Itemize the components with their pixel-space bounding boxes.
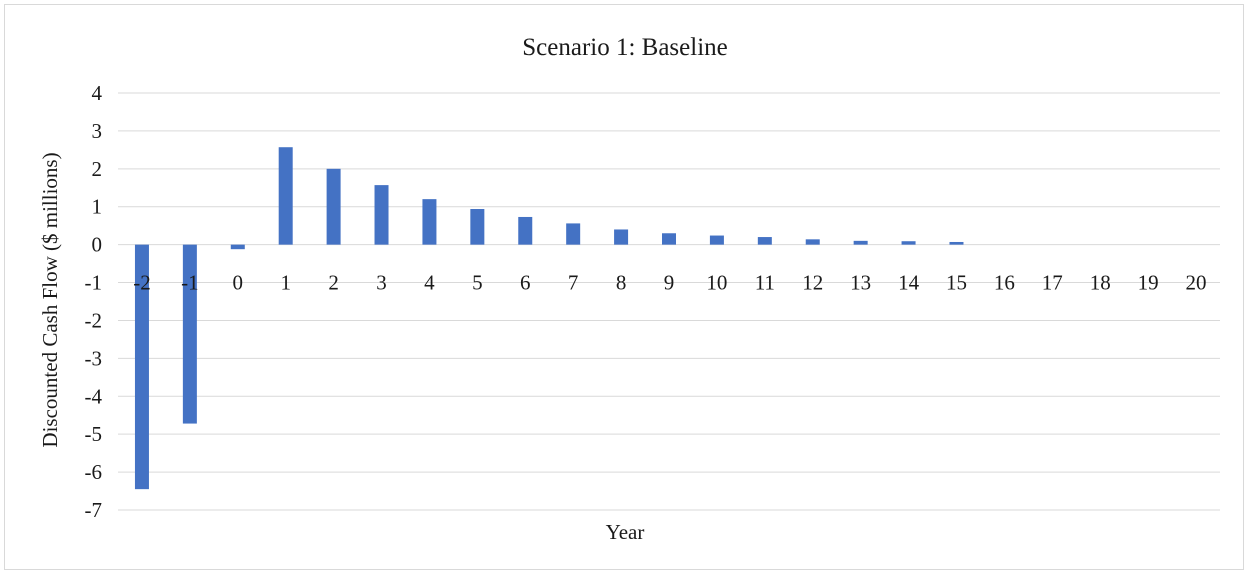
bar <box>182 244 197 424</box>
y-tick-label: -1 <box>85 271 103 295</box>
bar <box>614 229 629 245</box>
bar <box>757 237 772 245</box>
x-tick-label: 2 <box>328 271 339 295</box>
y-tick-label: 3 <box>92 119 103 143</box>
y-tick-label: -4 <box>85 384 103 408</box>
bar <box>853 240 868 245</box>
bar <box>230 244 245 250</box>
y-tick-label: 1 <box>92 195 103 219</box>
y-tick-label: -2 <box>85 308 103 332</box>
bar <box>134 244 149 490</box>
y-tick-label: -5 <box>85 422 103 446</box>
x-tick-label: 0 <box>233 271 244 295</box>
x-tick-label: 4 <box>424 271 435 295</box>
x-tick-label: 16 <box>994 271 1015 295</box>
y-axis-ticks: 4 3 2 1 0 -1 -2 -3 -4 -5 -6 -7 <box>85 81 103 522</box>
x-tick-label: 7 <box>568 271 579 295</box>
chart-frame <box>4 4 1244 570</box>
x-axis-title: Year <box>606 520 645 544</box>
y-tick-label: -6 <box>85 460 103 484</box>
x-tick-label: 17 <box>1042 271 1063 295</box>
bars <box>134 147 964 490</box>
x-tick-label: 8 <box>616 271 627 295</box>
x-axis-ticks: -2 -1 0 1 2 3 4 5 6 7 8 9 10 11 12 13 14 15 16 17 18 19 20 <box>133 271 1206 295</box>
x-tick-label: 18 <box>1090 271 1111 295</box>
y-tick-label: 2 <box>92 157 103 181</box>
bar <box>949 241 964 245</box>
y-tick-label: 4 <box>92 81 103 105</box>
chart-title: Scenario 1: Baseline <box>522 34 728 61</box>
x-tick-label: 13 <box>850 271 871 295</box>
bar <box>374 185 389 245</box>
x-tick-label: 20 <box>1186 271 1207 295</box>
x-tick-label: 1 <box>280 271 291 295</box>
bar <box>326 168 341 245</box>
x-tick-label: 19 <box>1138 271 1159 295</box>
x-tick-label: 11 <box>755 271 775 295</box>
x-tick-label: 9 <box>664 271 675 295</box>
y-axis-title: Discounted Cash Flow ($ millions) <box>38 152 62 447</box>
y-tick-label: -3 <box>85 346 103 370</box>
bar <box>422 199 437 245</box>
x-tick-label: 5 <box>472 271 483 295</box>
x-tick-label: -1 <box>181 271 199 295</box>
bar <box>566 223 581 245</box>
bar <box>709 235 724 245</box>
bar <box>901 241 916 245</box>
x-tick-label: 15 <box>946 271 967 295</box>
x-tick-label: 12 <box>802 271 823 295</box>
x-tick-label: 14 <box>898 271 920 295</box>
x-tick-label: 3 <box>376 271 387 295</box>
y-tick-label: 0 <box>92 233 103 257</box>
bar <box>662 233 676 245</box>
x-tick-label: 6 <box>520 271 531 295</box>
bar <box>470 209 485 245</box>
bar <box>518 216 533 245</box>
gridlines <box>118 92 1220 511</box>
bar <box>278 147 293 245</box>
bar <box>805 239 820 245</box>
x-tick-label: 10 <box>706 271 727 295</box>
x-tick-label: -2 <box>133 271 151 295</box>
y-tick-label: -7 <box>85 498 103 522</box>
